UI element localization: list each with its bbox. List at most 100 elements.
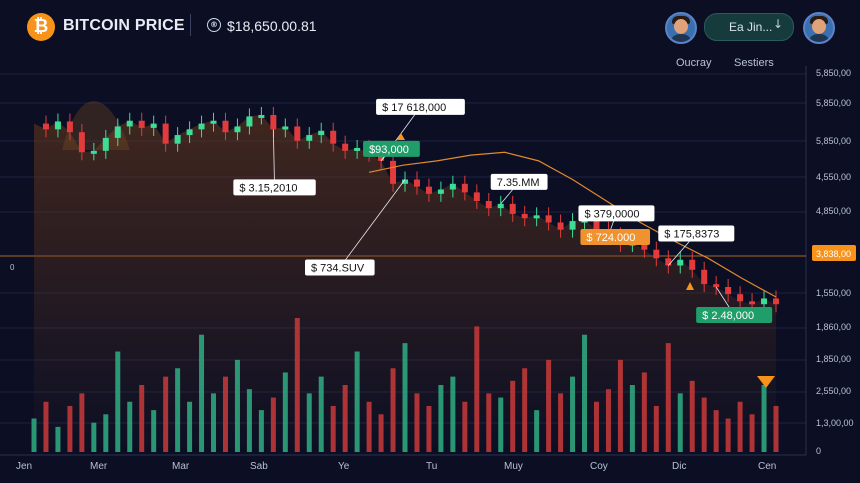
candle-body bbox=[378, 153, 385, 161]
y-tick-label: 1,860,00 bbox=[816, 322, 851, 332]
avatar[interactable] bbox=[665, 12, 697, 44]
candle-body bbox=[569, 221, 576, 230]
candle-body bbox=[342, 143, 349, 151]
volume-bar bbox=[175, 368, 181, 452]
volume-bar bbox=[558, 393, 564, 452]
page-title: BITCOIN PRICE bbox=[63, 17, 185, 34]
tab-sections[interactable]: Sestiers bbox=[734, 57, 774, 69]
annotation-leader bbox=[339, 179, 406, 268]
candle-body bbox=[485, 201, 492, 209]
y-tick-label: 5,850,00 bbox=[816, 136, 851, 146]
moving-average-line bbox=[368, 151, 777, 298]
avatar-face bbox=[812, 19, 826, 34]
volume-bar bbox=[79, 393, 85, 452]
candle-body bbox=[449, 183, 456, 190]
candle-body bbox=[294, 126, 301, 141]
candle-body bbox=[222, 120, 229, 133]
annotation-box bbox=[305, 259, 375, 276]
candle-body bbox=[390, 160, 397, 184]
volume-bar bbox=[163, 376, 169, 452]
candle-body bbox=[102, 137, 109, 151]
volume-bar bbox=[761, 385, 767, 452]
left-axis-marker: 0 bbox=[10, 263, 15, 272]
profile-avatar[interactable] bbox=[803, 12, 835, 44]
candle-body bbox=[306, 135, 313, 141]
candle-body bbox=[150, 123, 157, 128]
avatar-body bbox=[670, 34, 692, 42]
annotation-box bbox=[376, 98, 465, 115]
volume-bar bbox=[653, 405, 659, 452]
annotation-box bbox=[490, 173, 548, 190]
current-price-tag-label: 3,838,00 bbox=[816, 249, 851, 259]
annotation-label: $ 3.15,2010 bbox=[239, 182, 297, 194]
volume-bar bbox=[605, 389, 611, 452]
candle-body bbox=[689, 259, 696, 270]
candle-body bbox=[246, 116, 253, 127]
candle-body bbox=[713, 284, 720, 288]
current-price-tag bbox=[812, 245, 856, 261]
volume-bar bbox=[330, 405, 336, 452]
axes: 5,850,00 5,850,00 5,850,00 4,550,00 4,850,00… bbox=[10, 68, 856, 472]
candle-body bbox=[330, 130, 337, 144]
x-tick-label: Muy bbox=[504, 461, 523, 472]
x-tick-label: Coy bbox=[590, 461, 608, 472]
volume-bar bbox=[211, 393, 217, 452]
candle-body bbox=[234, 126, 241, 133]
candle-body bbox=[318, 130, 325, 136]
volume-bar bbox=[629, 385, 635, 452]
volume-bar bbox=[665, 343, 671, 452]
annotations: $ 17 618,000 $93,000 $ 3.15,2010 $ 734.SUV 7… bbox=[233, 98, 773, 323]
volume-bar bbox=[737, 401, 743, 452]
candle-body bbox=[557, 222, 564, 230]
candle-body bbox=[545, 215, 552, 223]
volume-bars bbox=[31, 318, 779, 452]
volume-bar bbox=[677, 393, 683, 452]
x-tick-label: Dic bbox=[672, 461, 686, 472]
volume-bar bbox=[294, 318, 300, 452]
y-tick-label: 0 bbox=[816, 446, 821, 456]
x-tick-label: Sab bbox=[250, 461, 268, 472]
annotation-label: $ 724.000 bbox=[586, 232, 635, 244]
volume-bar bbox=[55, 426, 61, 452]
y-tick-label: 5,850,00 bbox=[816, 68, 851, 78]
volume-bar bbox=[43, 401, 49, 452]
annotation-box bbox=[696, 307, 773, 323]
annotation-label: 7.35.MM bbox=[497, 177, 540, 189]
candle-body bbox=[593, 219, 600, 230]
volume-bar bbox=[199, 334, 205, 452]
user-menu-button[interactable]: Ea Jin... ↓ bbox=[704, 13, 794, 41]
down-arrow-marker bbox=[757, 376, 775, 388]
y-tick-label: 5,850,00 bbox=[816, 98, 851, 108]
volume-bar bbox=[366, 401, 372, 452]
price-icon: ® bbox=[207, 18, 221, 32]
annotation-box bbox=[658, 225, 735, 242]
candle-body bbox=[473, 192, 480, 201]
x-tick-label: Cen bbox=[758, 461, 776, 472]
candle-body bbox=[174, 135, 181, 144]
volume-bar bbox=[282, 372, 288, 452]
volume-bar bbox=[534, 410, 540, 452]
volume-bar bbox=[270, 397, 276, 452]
volume-bar bbox=[701, 397, 707, 452]
candle-body bbox=[42, 123, 49, 130]
y-tick-label: 1,3,00,00 bbox=[816, 418, 854, 428]
avatar-face bbox=[674, 19, 688, 34]
candle-body bbox=[282, 126, 289, 130]
candle-body bbox=[509, 203, 516, 214]
candle-body bbox=[665, 258, 672, 266]
candle-body bbox=[354, 147, 361, 151]
candle-body bbox=[761, 298, 768, 305]
volume-bar bbox=[306, 393, 312, 452]
candle-body bbox=[258, 115, 265, 118]
volume-bar bbox=[67, 405, 73, 452]
avatar-body bbox=[808, 34, 830, 42]
volume-bar bbox=[725, 418, 731, 452]
x-tick-label: Mer bbox=[90, 461, 108, 472]
volume-bar bbox=[127, 401, 133, 452]
volume-bar bbox=[258, 410, 264, 452]
candle-body bbox=[497, 203, 504, 209]
user-menu-label: Ea Jin... bbox=[729, 20, 773, 34]
tab-overview[interactable]: Oucray bbox=[676, 57, 712, 69]
candle-body bbox=[749, 301, 756, 305]
volume-bar bbox=[474, 326, 480, 452]
